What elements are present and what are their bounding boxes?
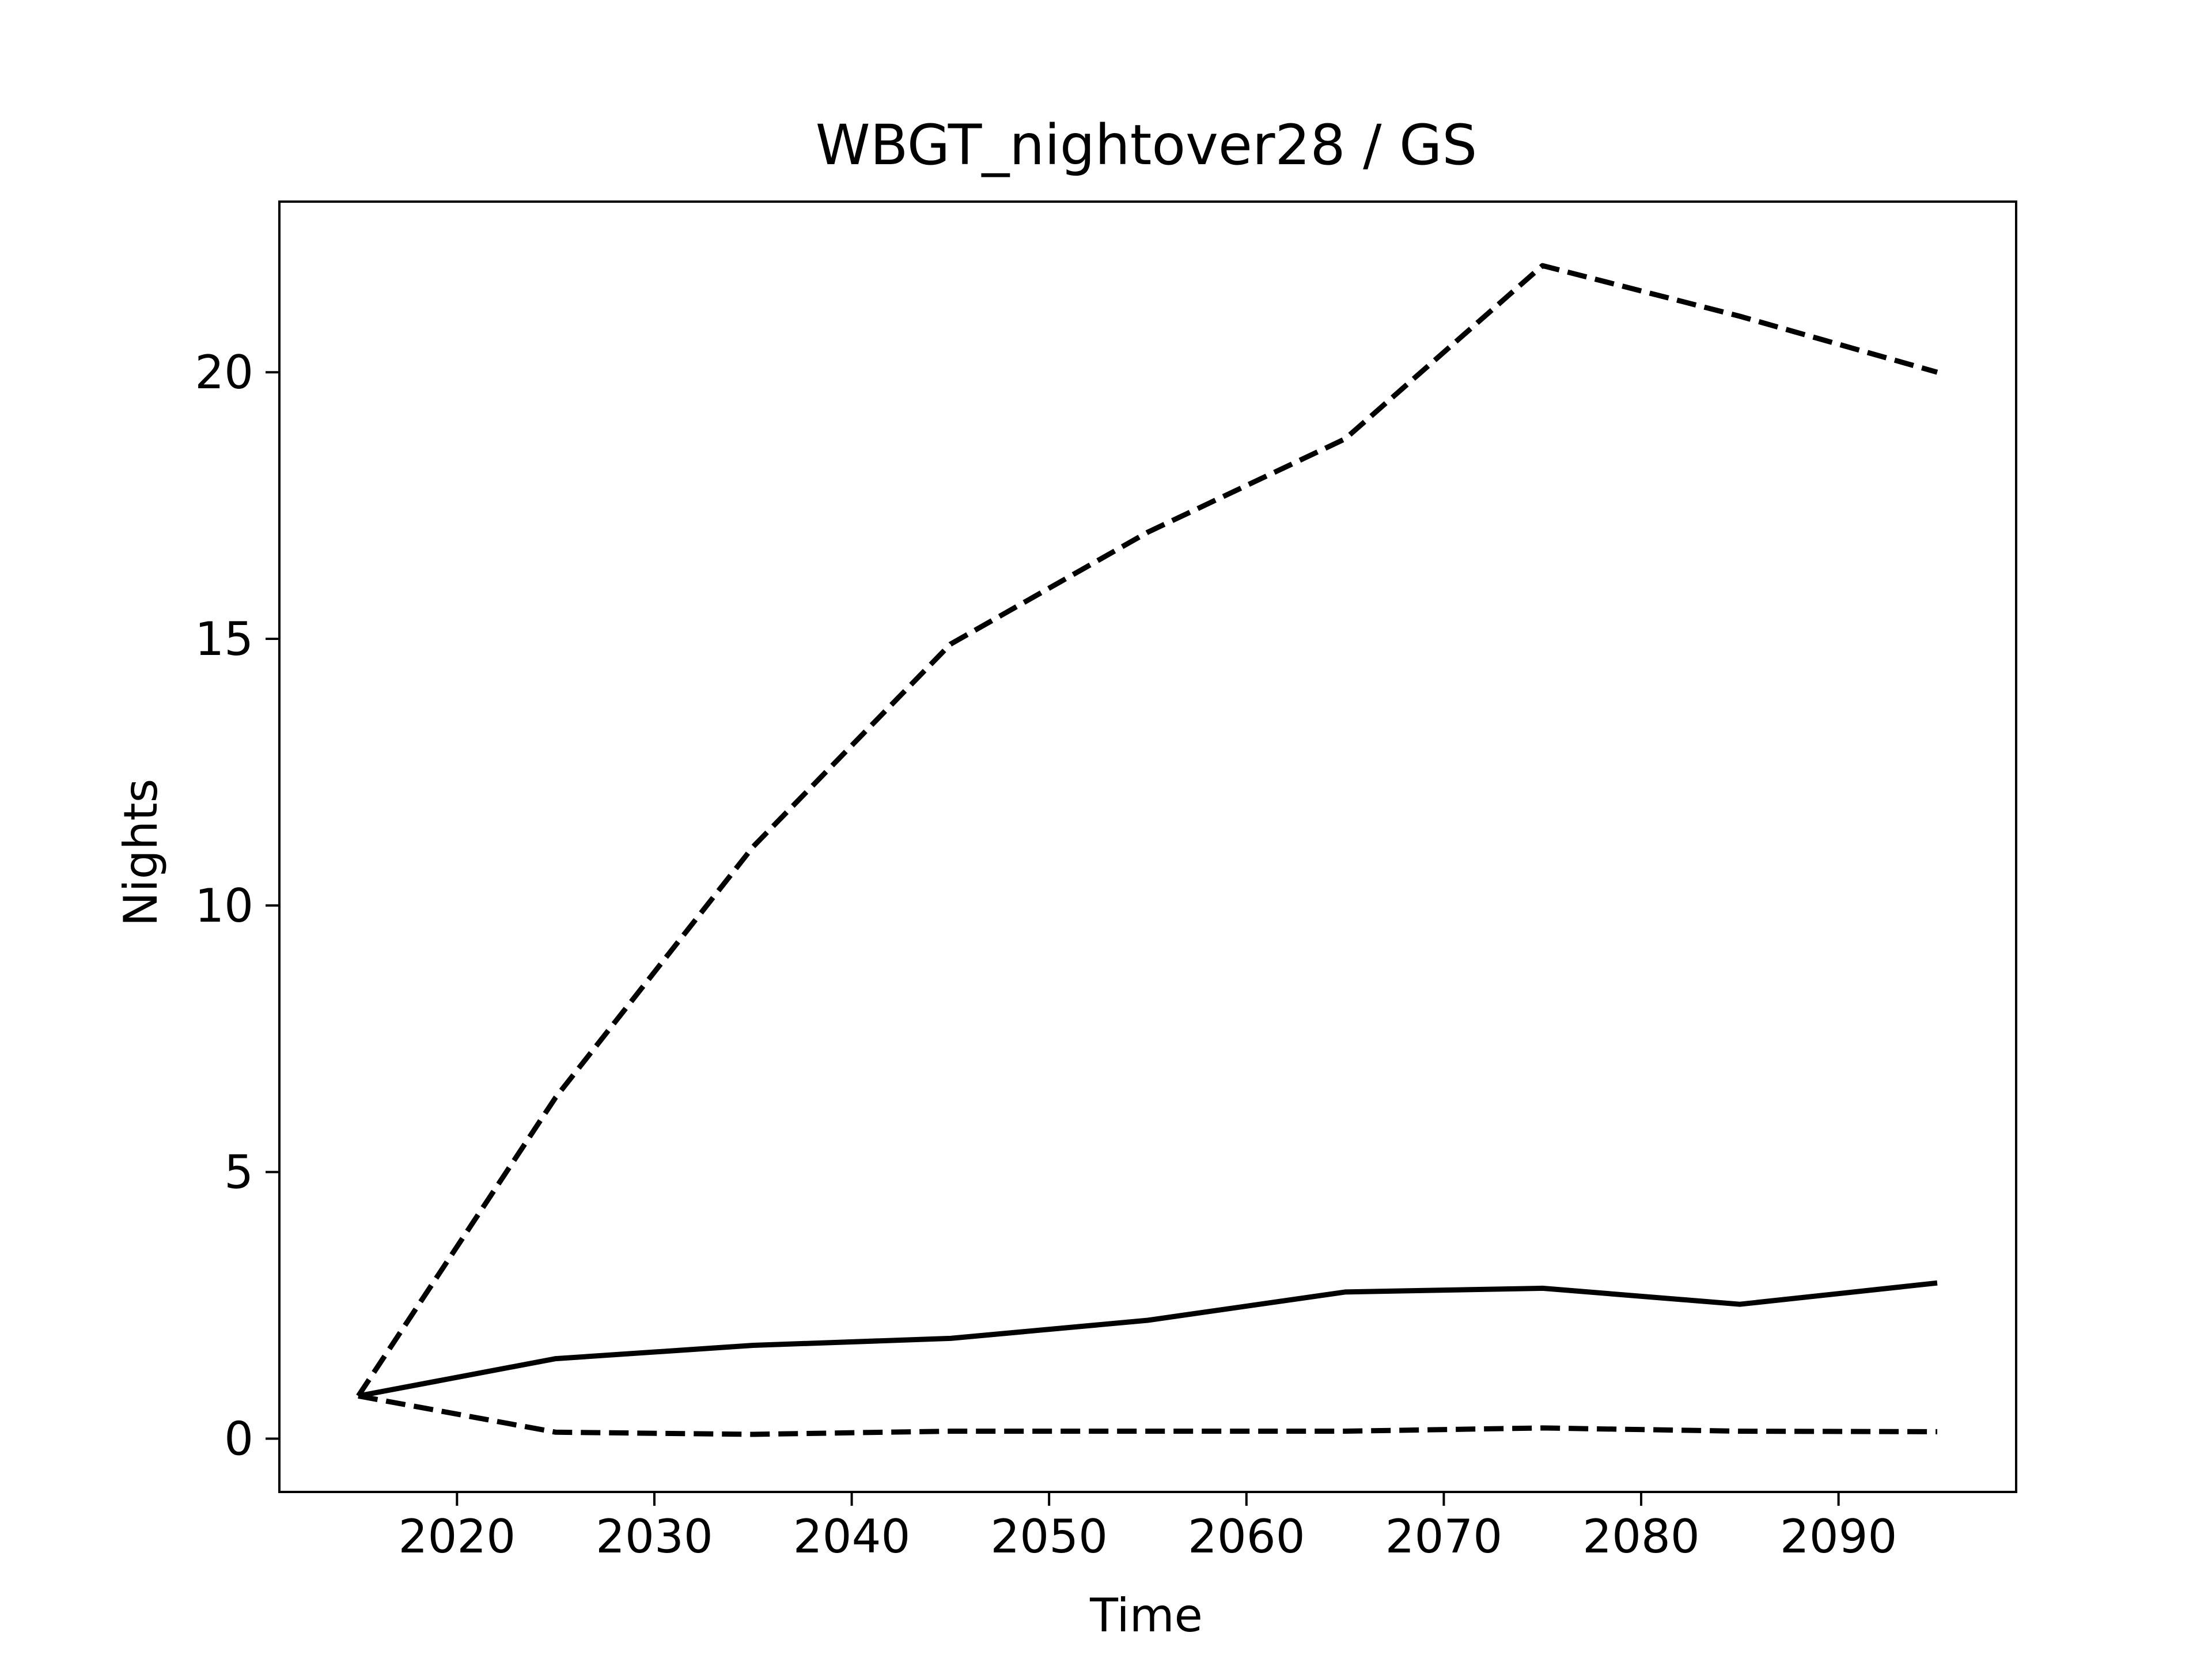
y-tick-label: 10 [195, 879, 253, 933]
x-tick-label: 2020 [399, 1510, 516, 1563]
y-tick-label: 0 [224, 1412, 253, 1465]
y-tick-label: 5 [224, 1146, 253, 1199]
plot-area [278, 200, 2017, 1493]
x-tick-label: 2090 [1780, 1510, 1897, 1563]
x-tick-label: 2040 [793, 1510, 911, 1563]
dashed-series-line-1 [356, 263, 1938, 1397]
x-tick-label: 2080 [1582, 1510, 1700, 1563]
y-tick-label: 15 [195, 612, 253, 666]
plot-frame [278, 200, 2017, 1493]
x-axis-label: Time [1089, 1589, 1203, 1642]
solid-series-line-0 [358, 1280, 1938, 1399]
y-axis-label: Nights [114, 779, 168, 927]
x-tick-label: 2030 [596, 1510, 713, 1563]
x-axis-ticks: 2020 2030 2040 2050 2060 2070 2080 2090 [399, 1492, 1897, 1563]
x-tick-label: 2050 [990, 1510, 1108, 1563]
x-tick-label: 2070 [1385, 1510, 1503, 1563]
y-axis-ticks: 0 5 10 15 20 [195, 346, 279, 1465]
chart-title: WBGT_nightover28 / GS [816, 113, 1478, 177]
y-tick-label: 20 [195, 346, 253, 399]
x-tick-label: 2060 [1188, 1510, 1305, 1563]
dashed-series-line-2 [358, 1393, 1938, 1437]
series-lines [356, 263, 1938, 1437]
